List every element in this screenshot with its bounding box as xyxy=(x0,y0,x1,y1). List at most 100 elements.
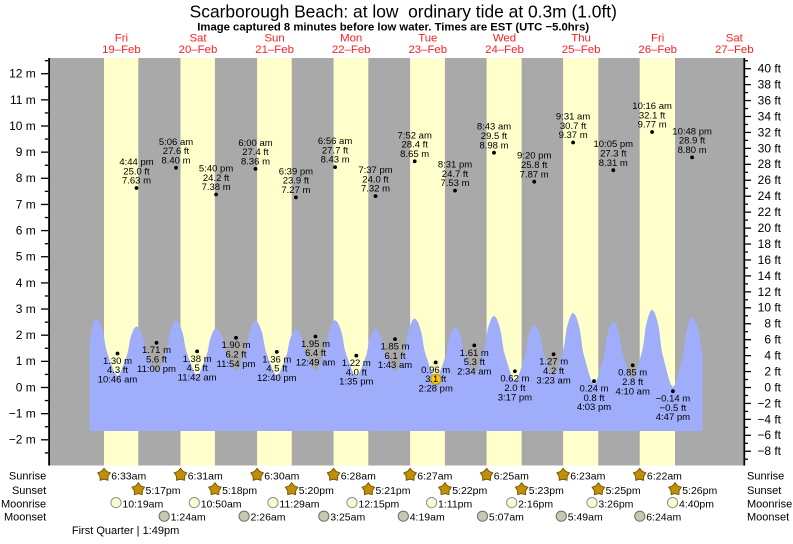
svg-text:1.95 m: 1.95 m xyxy=(301,339,330,350)
svg-text:30 ft: 30 ft xyxy=(758,141,782,155)
svg-text:5:40 pm: 5:40 pm xyxy=(199,164,233,175)
svg-text:8.80 m: 8.80 m xyxy=(678,145,707,156)
svg-text:−0.5 ft: −0.5 ft xyxy=(660,403,687,414)
svg-text:Moonrise: Moonrise xyxy=(1,498,46,510)
svg-text:Moonrise: Moonrise xyxy=(747,498,792,510)
svg-text:1 m: 1 m xyxy=(16,354,36,368)
svg-text:9:31 am: 9:31 am xyxy=(556,112,590,123)
svg-text:6:27am: 6:27am xyxy=(417,470,452,482)
svg-text:25.8 ft: 25.8 ft xyxy=(521,160,548,171)
svg-text:0.96 m: 0.96 m xyxy=(421,365,450,376)
svg-text:1.30 m: 1.30 m xyxy=(103,356,132,367)
svg-text:23–Feb: 23–Feb xyxy=(408,44,447,56)
svg-text:5:07am: 5:07am xyxy=(489,512,524,524)
svg-text:12 ft: 12 ft xyxy=(758,285,782,299)
svg-text:Thu: Thu xyxy=(571,32,591,44)
svg-text:6:31am: 6:31am xyxy=(188,470,223,482)
svg-text:Moonset: Moonset xyxy=(4,512,46,524)
svg-text:First Quarter | 1:49pm: First Quarter | 1:49pm xyxy=(72,525,179,537)
svg-text:10:05 pm: 10:05 pm xyxy=(593,139,633,150)
svg-text:1.38 m: 1.38 m xyxy=(183,354,212,365)
svg-text:16 ft: 16 ft xyxy=(758,253,782,267)
svg-text:10:19am: 10:19am xyxy=(122,498,163,510)
svg-text:5 m: 5 m xyxy=(16,250,36,264)
svg-text:27.7 ft: 27.7 ft xyxy=(322,145,349,156)
svg-text:7 m: 7 m xyxy=(16,197,36,211)
svg-text:Fri: Fri xyxy=(651,32,664,44)
svg-text:1:43 am: 1:43 am xyxy=(378,360,412,371)
svg-text:6:30am: 6:30am xyxy=(264,470,299,482)
svg-text:20–Feb: 20–Feb xyxy=(179,44,218,56)
svg-text:−6 ft: −6 ft xyxy=(757,428,781,442)
svg-text:12:49 am: 12:49 am xyxy=(296,358,336,369)
svg-text:Moonset: Moonset xyxy=(747,512,789,524)
svg-text:8:31 pm: 8:31 pm xyxy=(438,160,472,171)
svg-text:24–Feb: 24–Feb xyxy=(485,44,524,56)
svg-text:4:03 pm: 4:03 pm xyxy=(577,402,611,413)
svg-text:4.0 ft: 4.0 ft xyxy=(346,367,367,378)
svg-text:6:28am: 6:28am xyxy=(341,470,376,482)
svg-text:7:37 pm: 7:37 pm xyxy=(358,165,392,176)
svg-text:Image captured 8 minutes befor: Image captured 8 minutes before low wate… xyxy=(197,22,589,34)
svg-text:23.9 ft: 23.9 ft xyxy=(283,176,310,187)
svg-text:5.6 ft: 5.6 ft xyxy=(146,355,167,366)
svg-text:−1 m: −1 m xyxy=(9,407,36,421)
svg-text:0.62 m: 0.62 m xyxy=(500,374,529,385)
svg-text:Wed: Wed xyxy=(493,32,516,44)
svg-text:12 m: 12 m xyxy=(9,67,36,81)
svg-text:3:23 am: 3:23 am xyxy=(536,375,570,386)
svg-text:30.7 ft: 30.7 ft xyxy=(560,121,587,132)
svg-text:21–Feb: 21–Feb xyxy=(255,44,294,56)
svg-text:3 m: 3 m xyxy=(16,302,36,316)
svg-text:32.1 ft: 32.1 ft xyxy=(639,110,666,121)
svg-text:24.2 ft: 24.2 ft xyxy=(203,173,230,184)
svg-text:5:21pm: 5:21pm xyxy=(376,485,411,497)
svg-text:27–Feb: 27–Feb xyxy=(715,44,754,56)
svg-text:8 m: 8 m xyxy=(16,171,36,185)
svg-text:10 m: 10 m xyxy=(9,119,36,133)
svg-text:5:23pm: 5:23pm xyxy=(529,485,564,497)
svg-text:11:42 am: 11:42 am xyxy=(178,372,217,383)
svg-text:11:54 pm: 11:54 pm xyxy=(217,359,256,370)
svg-text:6:39 pm: 6:39 pm xyxy=(279,166,313,177)
svg-text:8.98 m: 8.98 m xyxy=(479,140,508,151)
svg-text:38 ft: 38 ft xyxy=(758,78,782,92)
svg-text:36 ft: 36 ft xyxy=(758,94,782,108)
svg-text:Sunset: Sunset xyxy=(747,485,781,497)
svg-text:0.24 m: 0.24 m xyxy=(579,384,608,395)
svg-text:4:44 pm: 4:44 pm xyxy=(119,157,153,168)
svg-text:19–Feb: 19–Feb xyxy=(102,44,141,56)
svg-text:Sun: Sun xyxy=(264,32,284,44)
svg-text:11 m: 11 m xyxy=(10,93,36,107)
svg-text:3:17 pm: 3:17 pm xyxy=(498,392,532,403)
svg-text:4:10 am: 4:10 am xyxy=(616,386,650,397)
svg-text:7.38 m: 7.38 m xyxy=(202,182,231,193)
svg-text:1.90 m: 1.90 m xyxy=(221,340,250,351)
svg-text:1.85 m: 1.85 m xyxy=(380,342,409,353)
svg-text:4.5 ft: 4.5 ft xyxy=(266,364,287,375)
svg-text:4 ft: 4 ft xyxy=(764,349,781,363)
svg-text:6 m: 6 m xyxy=(16,224,36,238)
svg-text:26–Feb: 26–Feb xyxy=(638,44,677,56)
svg-text:−8 ft: −8 ft xyxy=(757,444,781,458)
svg-text:9.37 m: 9.37 m xyxy=(559,130,588,141)
svg-text:1.22 m: 1.22 m xyxy=(342,358,371,369)
svg-text:4:40pm: 4:40pm xyxy=(679,498,714,510)
svg-text:0 ft: 0 ft xyxy=(764,380,781,394)
svg-text:32 ft: 32 ft xyxy=(758,125,782,139)
svg-text:7.53 m: 7.53 m xyxy=(440,178,469,189)
svg-text:−0.14 m: −0.14 m xyxy=(656,394,691,405)
svg-text:2:16pm: 2:16pm xyxy=(518,498,553,510)
svg-text:1.71 m: 1.71 m xyxy=(142,345,171,356)
svg-text:27.4 ft: 27.4 ft xyxy=(242,147,269,158)
svg-text:Sunset: Sunset xyxy=(12,485,46,497)
svg-text:10:16 am: 10:16 am xyxy=(632,101,672,112)
svg-text:6:22am: 6:22am xyxy=(647,470,682,482)
svg-text:6.2 ft: 6.2 ft xyxy=(225,350,246,361)
svg-text:7.32 m: 7.32 m xyxy=(361,184,390,195)
svg-text:9:20 pm: 9:20 pm xyxy=(517,151,551,162)
svg-text:12:40 pm: 12:40 pm xyxy=(257,373,297,384)
svg-text:1:11pm: 1:11pm xyxy=(438,498,472,510)
svg-text:5:25pm: 5:25pm xyxy=(606,485,641,497)
svg-text:6:00 am: 6:00 am xyxy=(238,138,272,149)
